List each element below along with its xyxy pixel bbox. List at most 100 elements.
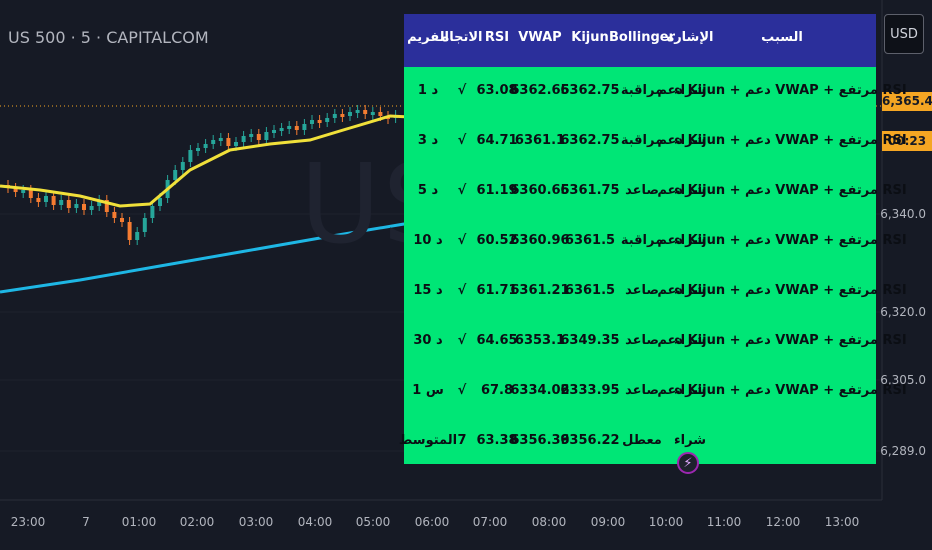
row-rsi: 61.71 — [476, 283, 518, 298]
time-axis-label: 04:00 — [297, 515, 333, 529]
row-signal: شراء — [674, 233, 706, 248]
row-frame: 1 د — [417, 83, 439, 98]
signal-table-body: 1 د √ 63.08 6362.65 6362.75 مراقبة شراء دعم Kij… — [399, 67, 907, 464]
row-vwap: 6360.96 — [510, 233, 570, 248]
row-bollinger: صاعد — [625, 283, 659, 298]
row-reason: دعم Kijun + دعم VWAP + مرتفع RSI — [657, 133, 907, 148]
candle-body — [66, 200, 71, 208]
row-bollinger: مراقبة — [620, 133, 664, 148]
candle-body — [218, 138, 223, 141]
candle-body — [180, 162, 185, 170]
row-frame: 5 د — [417, 183, 439, 198]
time-axis-label: 07:00 — [472, 515, 508, 529]
candle-body — [36, 198, 41, 202]
row-kijun: 6362.75 — [560, 133, 620, 148]
candle-body — [97, 200, 102, 206]
header-vwap: VWAP — [518, 30, 562, 45]
row-rsi: 67.8 — [480, 383, 514, 398]
candle-body — [370, 112, 375, 115]
row-vwap: 6334.02 — [510, 383, 570, 398]
candle-body — [13, 188, 18, 192]
candle-body — [127, 222, 132, 240]
row-rsi: 64.65 — [476, 333, 518, 348]
candle-body — [310, 120, 314, 124]
candle-body — [317, 120, 322, 123]
row-vwap: 6356.39 — [510, 433, 570, 448]
candle-body — [203, 144, 208, 148]
row-vwap: 6353.1 — [514, 333, 566, 348]
row-vwap: 6362.65 — [510, 83, 570, 98]
time-axis-label: 05:00 — [355, 515, 391, 529]
row-trend: √ — [457, 333, 467, 348]
candle-body — [120, 218, 124, 222]
signal-table: الفريم الاتجاه RSI VWAP Kijun Bollinger … — [399, 14, 907, 464]
row-kijun: 6361.5 — [564, 233, 616, 248]
row-frame: 30 د — [413, 333, 443, 348]
candle-body — [340, 114, 345, 117]
candle-body — [112, 212, 117, 218]
candle-body — [348, 112, 352, 116]
row-reason: دعم Kijun + دعم VWAP + مرتفع RSI — [657, 233, 907, 248]
price-axis-label: 6,305.0 — [880, 373, 926, 387]
row-trend: √ — [457, 83, 467, 98]
row-signal: شراء — [674, 283, 706, 298]
row-kijun: 6333.95 — [560, 383, 620, 398]
row-bollinger: مراقبة — [620, 83, 664, 98]
lightning-icon[interactable]: ⚡ — [677, 452, 699, 474]
row-kijun: 6361.75 — [560, 183, 620, 198]
row-frame: 3 د — [417, 133, 439, 148]
candle-body — [332, 114, 337, 118]
row-bollinger: مراقبة — [620, 233, 664, 248]
row-kijun: 6362.75 — [560, 83, 620, 98]
row-signal: شراء — [674, 433, 706, 448]
price-axis-label: 6,340.0 — [880, 207, 926, 221]
row-rsi: 64.71 — [476, 133, 518, 148]
candle-body — [74, 204, 79, 208]
row-signal: شراء — [674, 183, 706, 198]
row-trend: √ — [457, 383, 467, 398]
time-axis-label: 13:00 — [824, 515, 860, 529]
row-reason: دعم Kijun + دعم VWAP + مرتفع RSI — [657, 83, 907, 98]
candle-body — [173, 170, 178, 180]
candle-body — [21, 190, 26, 193]
candle-body — [188, 150, 193, 162]
row-reason: دعم Kijun + دعم VWAP + مرتفع RSI — [657, 283, 907, 298]
row-bollinger: صاعد — [625, 183, 659, 198]
candle-body — [363, 110, 368, 114]
row-vwap: 6361.1 — [514, 133, 566, 148]
time-axis-label: 03:00 — [238, 515, 274, 529]
row-kijun: 6356.22 — [560, 433, 620, 448]
time-axis-label: 23:00 — [10, 515, 46, 529]
candle-body — [59, 200, 64, 205]
row-reason: دعم Kijun + دعم VWAP + مرتفع RSI — [657, 333, 907, 348]
row-trend: √ — [457, 283, 467, 298]
price-axis-label: 6,289.0 — [880, 444, 926, 458]
row-signal: شراء — [674, 383, 706, 398]
header-signal: الإشاره — [666, 30, 714, 45]
candle-body — [294, 126, 299, 130]
candle-body — [44, 196, 48, 202]
candle-body — [249, 134, 254, 137]
time-axis-label: 02:00 — [179, 515, 215, 529]
header-frame: الفريم — [407, 30, 449, 45]
row-frame: 15 د — [413, 283, 443, 298]
candle-body — [28, 190, 33, 198]
candle-body — [150, 206, 155, 218]
symbol-title[interactable]: US 500 · 5 · CAPITALCOM — [8, 28, 209, 47]
currency-button[interactable]: USD — [884, 14, 924, 54]
header-kijun: Kijun — [571, 30, 609, 45]
candle-body — [51, 196, 56, 205]
candle-body — [264, 132, 269, 140]
candle-body — [378, 112, 383, 116]
time-axis-label: 01:00 — [121, 515, 157, 529]
row-bollinger: صاعد — [625, 333, 659, 348]
candle-body — [89, 206, 94, 210]
row-frame: المتوسط — [398, 433, 458, 448]
candle-body — [196, 148, 200, 151]
header-rsi: RSI — [484, 30, 510, 45]
candle-body — [135, 232, 140, 240]
row-trend: √ — [457, 133, 467, 148]
signal-table-header: الفريم الاتجاه RSI VWAP Kijun Bollinger … — [404, 14, 876, 67]
time-axis-label: 7 — [82, 515, 90, 529]
row-rsi: 63.38 — [476, 433, 518, 448]
